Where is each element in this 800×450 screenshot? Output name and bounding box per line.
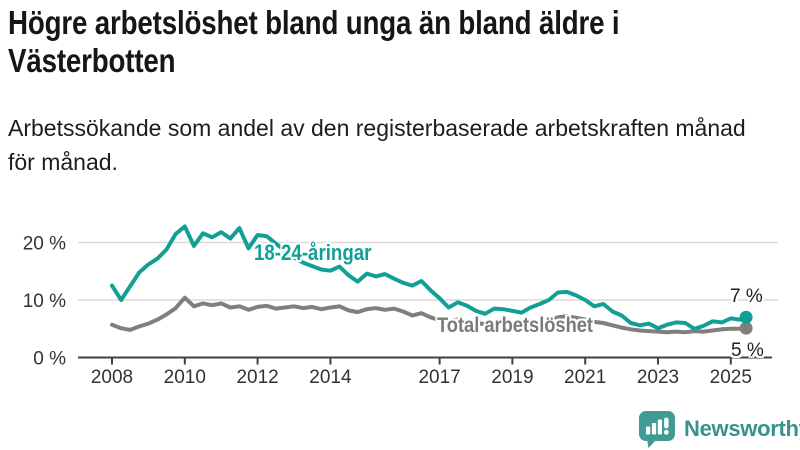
- x-tick-label: 2021: [564, 367, 606, 388]
- newsworthy-wordmark: Newsworthy: [684, 416, 800, 441]
- y-tick-label: 0 %: [33, 349, 66, 370]
- x-tick-label: 2019: [491, 367, 533, 388]
- x-tick-label: 2014: [309, 367, 352, 388]
- series-end-dot-total: [739, 321, 753, 335]
- x-tick-label: 2023: [637, 367, 679, 388]
- newsworthy-logo-icon: [639, 411, 675, 448]
- subtitle-line-2: för månad.: [8, 149, 118, 175]
- x-tick-label: 2017: [418, 367, 460, 388]
- x-tick-label: 2008: [91, 367, 133, 388]
- y-tick-label: 20 %: [23, 234, 66, 255]
- series-end-dot-youth: [739, 310, 753, 324]
- page-title: Högre arbetslöshet bland unga än bland ä…: [8, 4, 620, 80]
- series-line-youth: [110, 224, 749, 331]
- newsworthy-attribution: Newsworthy: [638, 411, 800, 449]
- series-label-total: Total arbetslöshet: [437, 314, 594, 337]
- title-line-1: Högre arbetslöshet bland unga än bland ä…: [8, 4, 620, 41]
- y-tick-label: 10 %: [23, 291, 66, 312]
- chart-subtitle: Arbetssökande som andel av den registerb…: [8, 111, 746, 179]
- series-label-youth: 18-24-åringar: [254, 240, 372, 265]
- x-tick-label: 2025: [710, 367, 752, 388]
- series-line-total: [110, 295, 749, 335]
- title-line-2: Västerbotten: [8, 42, 176, 79]
- x-tick-label: 2010: [164, 367, 206, 388]
- end-value-label-youth: 7 %: [730, 286, 763, 307]
- x-tick-label: 2012: [236, 367, 278, 388]
- end-value-label-total: 5 %: [731, 340, 764, 361]
- subtitle-line-1: Arbetssökande som andel av den registerb…: [8, 115, 746, 141]
